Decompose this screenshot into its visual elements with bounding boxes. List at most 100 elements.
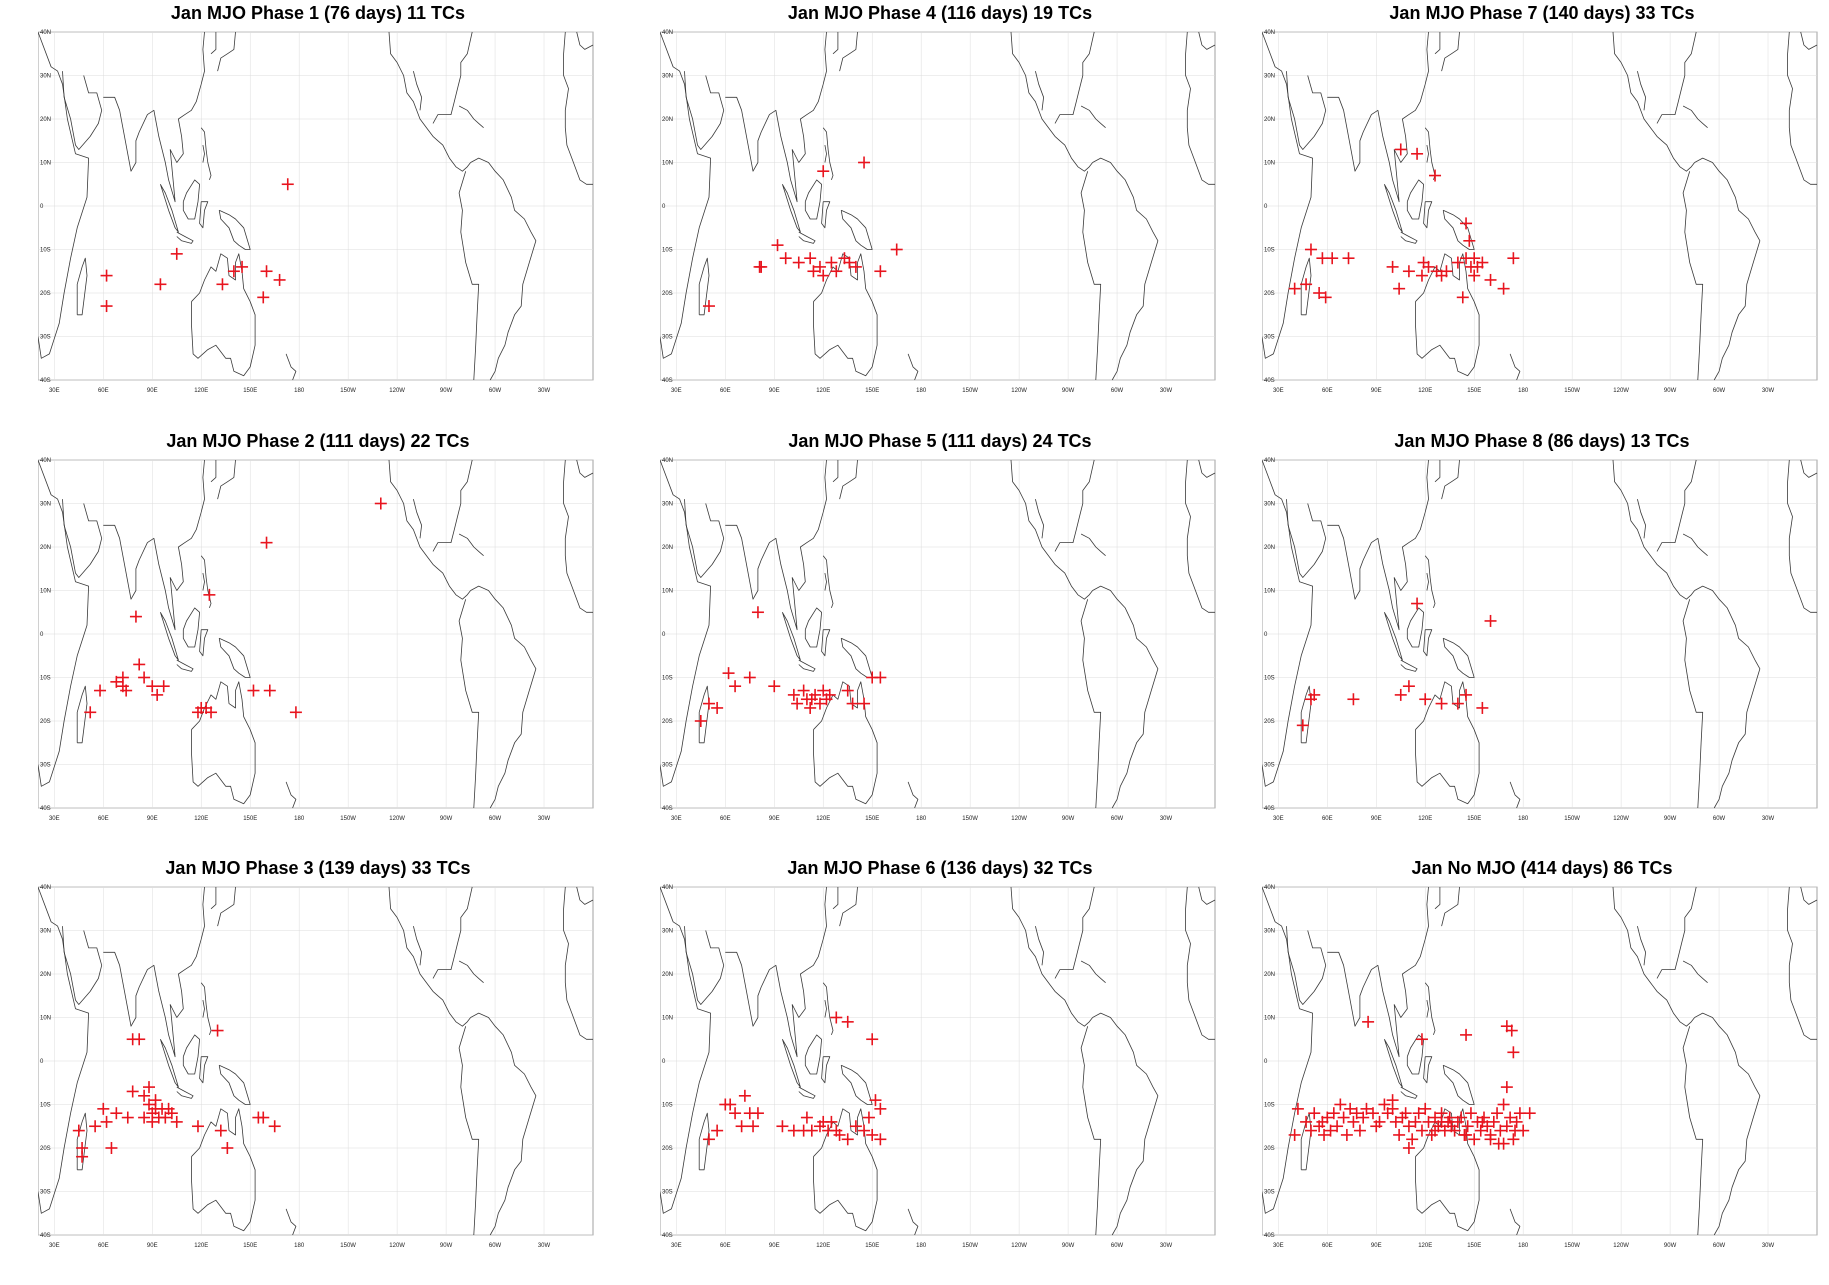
coastline bbox=[777, 886, 827, 1058]
lon-tick-label: 150W bbox=[340, 388, 356, 394]
tc-marker bbox=[1504, 1111, 1517, 1124]
lat-tick-label: 10N bbox=[1264, 161, 1275, 167]
lon-tick-label: 30W bbox=[1762, 388, 1775, 394]
coastline bbox=[285, 1208, 297, 1236]
tc-marker bbox=[1326, 252, 1339, 265]
coastline bbox=[812, 1108, 878, 1232]
coastline bbox=[1442, 1064, 1475, 1105]
panel-title: Jan MJO Phase 4 (116 days) 19 TCs bbox=[787, 3, 1093, 23]
lat-tick-label: 30N bbox=[662, 74, 673, 80]
lat-tick-label: 40S bbox=[662, 806, 673, 812]
lon-tick-label: 60W bbox=[1111, 1243, 1124, 1249]
tc-marker bbox=[711, 1124, 724, 1137]
lon-tick-label: 90E bbox=[147, 388, 158, 394]
lat-tick-label: 0 bbox=[662, 632, 666, 638]
tc-marker bbox=[1393, 1128, 1406, 1141]
coastline bbox=[1441, 886, 1460, 927]
lat-tick-label: 40S bbox=[662, 378, 673, 384]
tc-marker bbox=[1394, 143, 1407, 156]
coastline bbox=[777, 459, 827, 631]
coastline bbox=[576, 886, 594, 905]
tc-marker bbox=[722, 667, 735, 680]
tc-marker bbox=[874, 1133, 887, 1146]
coastline bbox=[1379, 886, 1429, 1058]
tc-marker bbox=[724, 1098, 737, 1111]
coastline bbox=[1327, 524, 1380, 600]
lat-tick-label: 10S bbox=[40, 1103, 51, 1109]
lat-tick-label: 40S bbox=[40, 1233, 51, 1239]
tc-marker bbox=[694, 715, 707, 727]
tc-marker bbox=[874, 1102, 887, 1115]
lat-tick-label: 10N bbox=[662, 1016, 673, 1022]
lon-tick-label: 90W bbox=[1062, 388, 1075, 394]
lat-tick-label: 30S bbox=[662, 335, 673, 341]
coastline bbox=[725, 524, 778, 600]
tc-marker bbox=[1291, 1102, 1304, 1115]
tc-marker bbox=[263, 684, 276, 697]
coastline bbox=[176, 659, 194, 672]
lat-tick-label: 10S bbox=[662, 248, 673, 254]
panel-title: Jan MJO Phase 2 (111 days) 22 TCs bbox=[166, 431, 470, 451]
tc-marker bbox=[151, 688, 164, 701]
coastline bbox=[822, 127, 834, 181]
coastline bbox=[199, 1056, 209, 1084]
coastline bbox=[218, 1064, 251, 1105]
coastline bbox=[1384, 1039, 1403, 1088]
tc-marker bbox=[154, 278, 167, 291]
coastline bbox=[576, 31, 594, 50]
tc-marker bbox=[751, 606, 764, 619]
tc-marker bbox=[743, 671, 756, 684]
tc-marker bbox=[1402, 1142, 1415, 1154]
coastline bbox=[824, 1000, 827, 1018]
tc-marker bbox=[1460, 1028, 1473, 1041]
coastline bbox=[160, 184, 179, 233]
lat-tick-label: 40N bbox=[662, 458, 673, 464]
tc-marker bbox=[869, 1094, 882, 1107]
tc-marker bbox=[1415, 1124, 1428, 1137]
coastline bbox=[1185, 886, 1215, 1040]
tc-marker bbox=[110, 1107, 123, 1120]
lat-tick-label: 40S bbox=[40, 378, 51, 384]
coastline bbox=[458, 533, 484, 557]
lat-tick-label: 40S bbox=[40, 806, 51, 812]
tc-marker bbox=[1505, 1024, 1518, 1037]
panel-phase-1: Jan MJO Phase 1 (76 days) 11 TCs 40N 30N 20… bbox=[38, 0, 598, 430]
tc-marker bbox=[1510, 1115, 1523, 1128]
tc-marker bbox=[846, 697, 859, 710]
coastline bbox=[1694, 157, 1761, 381]
tc-marker bbox=[1409, 1115, 1422, 1128]
coastline bbox=[812, 253, 878, 377]
tc-marker bbox=[1415, 1033, 1428, 1046]
lon-tick-label: 180 bbox=[1518, 388, 1529, 394]
tc-marker bbox=[1378, 1098, 1391, 1111]
tc-marker bbox=[100, 269, 113, 282]
tc-marker bbox=[1373, 1115, 1386, 1128]
coastline bbox=[1035, 71, 1045, 111]
lat-tick-label: 10S bbox=[662, 676, 673, 682]
tc-marker bbox=[1474, 1124, 1487, 1137]
tc-marker bbox=[1448, 1124, 1461, 1137]
tc-marker bbox=[1429, 1111, 1442, 1124]
lat-tick-label: 20S bbox=[40, 1146, 51, 1152]
tc-marker bbox=[830, 1011, 843, 1024]
coastline bbox=[432, 459, 473, 552]
lat-tick-label: 40S bbox=[1264, 1233, 1275, 1239]
panel-phase-2: Jan MJO Phase 2 (111 days) 22 TCs 40N 30N 2… bbox=[38, 428, 598, 858]
lon-tick-label: 150W bbox=[962, 1243, 978, 1249]
lon-tick-label: 120W bbox=[1613, 388, 1629, 394]
lon-tick-label: 120E bbox=[1418, 388, 1432, 394]
tc-marker bbox=[804, 701, 817, 714]
tc-marker bbox=[768, 680, 781, 693]
coastline bbox=[62, 71, 103, 150]
coastline bbox=[1010, 459, 1093, 600]
coastline bbox=[777, 31, 827, 203]
coastline bbox=[1787, 459, 1817, 613]
tc-marker bbox=[1460, 688, 1473, 701]
lat-tick-label: 30N bbox=[40, 929, 51, 935]
coastline bbox=[1080, 171, 1102, 381]
coastline bbox=[155, 31, 205, 203]
coastline bbox=[822, 982, 834, 1036]
coastline bbox=[1092, 157, 1159, 381]
tc-marker bbox=[97, 1102, 110, 1115]
lat-tick-label: 10N bbox=[1264, 1016, 1275, 1022]
